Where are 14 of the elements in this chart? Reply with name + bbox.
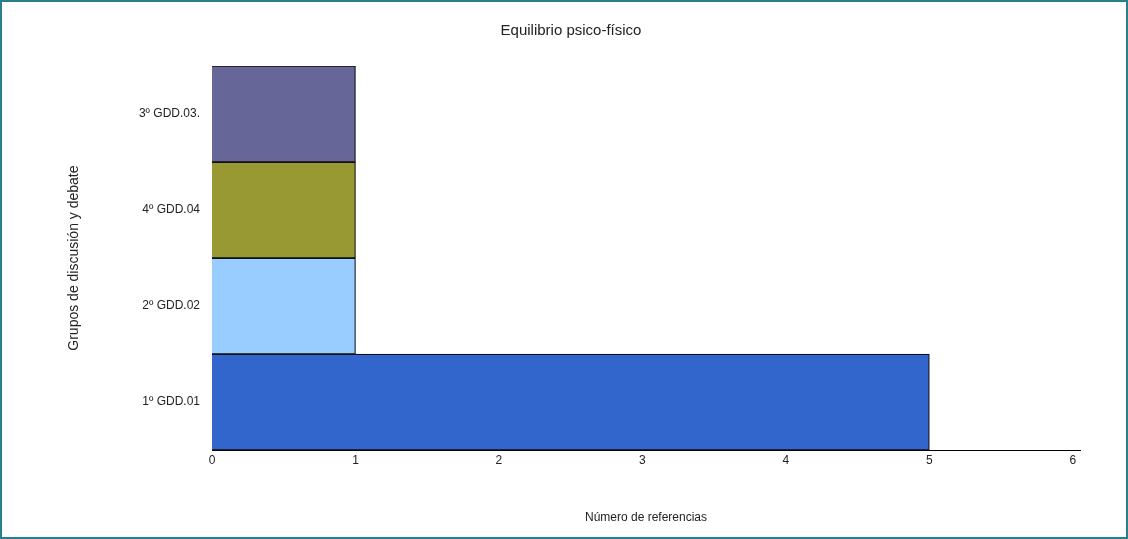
chart-title: Equilibrio psico-físico [500, 21, 642, 39]
y-tick-label: 1º GDD.01 [142, 394, 201, 409]
x-axis-title: Número de referencias [584, 510, 708, 525]
x-tick-label: 6 [1069, 452, 1077, 467]
y-tick-label: 4º GDD.04 [142, 202, 201, 217]
x-tick-label: 2 [495, 452, 503, 467]
x-tick-label: 0 [208, 452, 216, 467]
x-tick-label: 5 [926, 452, 934, 467]
x-tick-label: 4 [782, 452, 790, 467]
y-tick-label: 3º GDD.03. [138, 106, 200, 121]
y-axis-title: Grupos de discusión y debate [65, 165, 82, 351]
y-tick-label: 2º GDD.02 [142, 298, 201, 313]
x-tick-label: 1 [352, 452, 360, 467]
x-tick-label: 3 [639, 452, 647, 467]
